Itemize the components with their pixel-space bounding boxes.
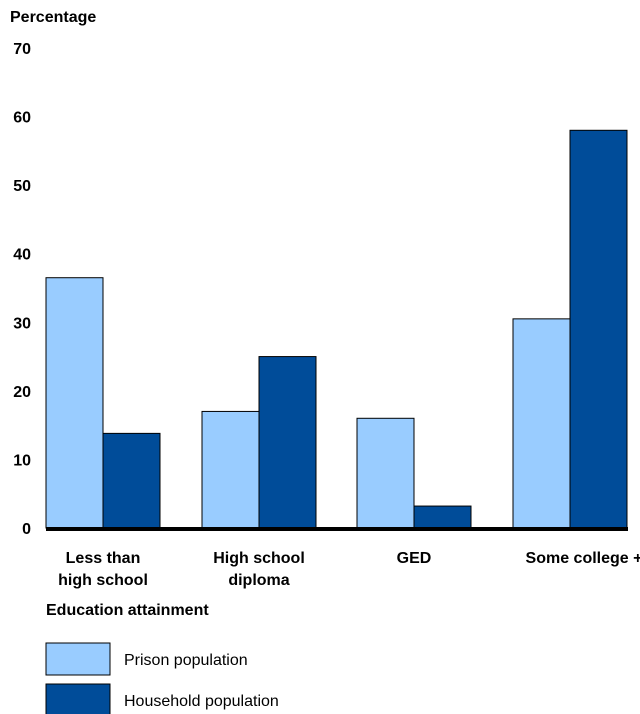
legend-swatch [45,642,111,676]
y-axis-title: Percentage [10,9,96,26]
x-axis-ticks: Less than high school High school diploma GE… [58,550,640,589]
y-tick-label: 70 [13,41,31,58]
y-tick-label: 40 [13,247,31,264]
y-tick-label: 50 [13,178,31,195]
legend-label: Prison population [124,652,248,669]
legend: Prison population Household population [45,642,279,714]
x-axis-title: Education attainment [46,602,209,619]
y-tick-label: 20 [13,384,31,401]
legend-label: Household population [124,693,279,710]
bar-household [569,129,628,529]
bar-prison [45,277,104,529]
x-tick-label: Some college + [526,550,640,567]
y-tick-label: 60 [13,110,31,127]
bar-prison [201,410,260,529]
bars [45,129,628,529]
y-tick-label: 10 [13,452,31,469]
bar-household [258,356,317,529]
bar-household [413,505,472,529]
legend-swatch [45,683,111,714]
y-axis-ticks: 0 10 20 30 40 50 60 70 [13,41,31,538]
bar-prison [356,417,415,529]
x-tick-label: Less than high school [58,550,148,589]
bar-prison [512,318,571,529]
x-tick-label: High school diploma [213,550,305,589]
bar-household [102,432,161,529]
y-tick-label: 0 [22,521,31,538]
x-tick-label: GED [397,550,432,567]
y-tick-label: 30 [13,315,31,332]
